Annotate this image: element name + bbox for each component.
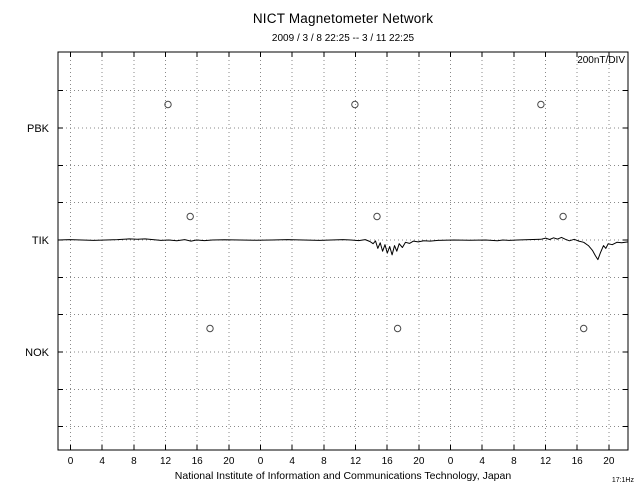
- x-tick-label: 20: [223, 456, 235, 467]
- x-tick-label: 4: [289, 456, 295, 467]
- x-tick-label: 16: [382, 456, 394, 467]
- station-label: TIK: [32, 235, 50, 247]
- x-tick-label: 0: [258, 456, 264, 467]
- x-tick-label: 20: [413, 456, 425, 467]
- station-label: PBK: [27, 123, 50, 135]
- footer-text: National Institute of Information and Co…: [174, 470, 512, 482]
- x-tick-label: 8: [131, 456, 137, 467]
- x-tick-label: 16: [192, 456, 204, 467]
- x-tick-label: 12: [540, 456, 552, 467]
- x-tick-label: 8: [321, 456, 327, 467]
- midnight-marker: [186, 212, 194, 221]
- magnetometer-trace: [57, 236, 629, 261]
- x-tick-label: 0: [68, 456, 74, 467]
- midnight-marker: [164, 100, 172, 109]
- midnight-marker: [580, 324, 588, 333]
- midnight-marker: [393, 324, 402, 333]
- x-tick-label: 4: [99, 456, 105, 467]
- corner-note: 17:1Hz: [611, 477, 634, 484]
- x-tick-label: 12: [160, 456, 172, 467]
- station-label: NOK: [25, 347, 50, 359]
- plot-border: [57, 51, 629, 451]
- x-tick-label: 8: [511, 456, 517, 467]
- midnight-marker: [373, 212, 381, 221]
- chart-subtitle: 2009 / 3 / 8 22:25 -- 3 / 11 22:25: [271, 33, 415, 44]
- midnight-marker: [206, 324, 214, 333]
- midnight-marker: [537, 100, 545, 109]
- x-tick-label: 0: [448, 456, 454, 467]
- midnight-marker: [559, 212, 567, 221]
- chart-title: NICT Magnetometer Network: [252, 11, 434, 26]
- midnight-marker: [351, 100, 359, 109]
- x-tick-label: 20: [603, 456, 615, 467]
- x-tick-label: 16: [572, 456, 584, 467]
- x-tick-label: 12: [350, 456, 362, 467]
- x-tick-label: 4: [479, 456, 485, 467]
- scale-label: 200nT/DIV: [577, 55, 625, 66]
